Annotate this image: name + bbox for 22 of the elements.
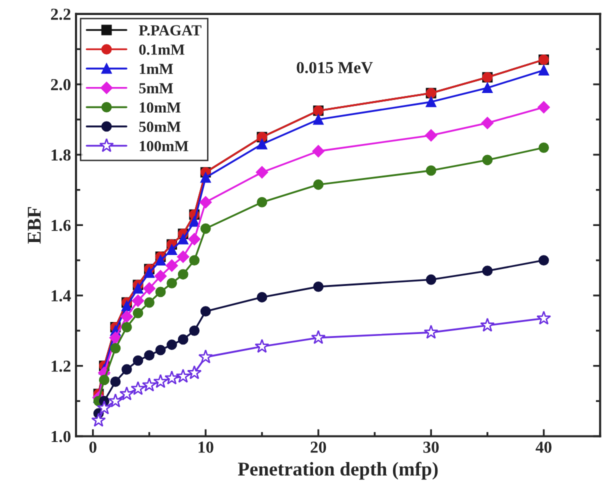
y-axis-title: EBF	[28, 207, 41, 244]
legend-label: 5mM	[139, 83, 173, 94]
x-axis-title: Penetration depth (mfp)	[238, 462, 438, 480]
annotation: 0.015 MeV	[296, 62, 373, 74]
y-tick-label: 1.0	[52, 430, 71, 442]
x-tick-label: 40	[536, 442, 552, 453]
x-tick-label: 30	[423, 442, 439, 453]
legend-label: P.PAGAT	[138, 25, 202, 36]
x-tick-label: 20	[310, 442, 326, 453]
y-tick-label: 2.2	[51, 8, 70, 20]
legend-label: 100mM	[140, 140, 188, 152]
legend-label: 50mM	[139, 122, 181, 132]
legend-label: 1mM	[140, 64, 173, 74]
y-tick-label: 1.8	[52, 149, 71, 161]
x-tick-label: 0	[89, 442, 96, 453]
y-tick-label: 1.2	[52, 360, 70, 372]
y-tick-label: 1.4	[52, 290, 71, 302]
x-tick-label: 10	[198, 442, 214, 453]
y-tick-label: 1.6	[52, 220, 71, 232]
y-tick-label: 2.0	[51, 79, 71, 90]
legend-label: 10mM	[140, 102, 181, 113]
legend-label: 0.1mM	[139, 44, 184, 55]
